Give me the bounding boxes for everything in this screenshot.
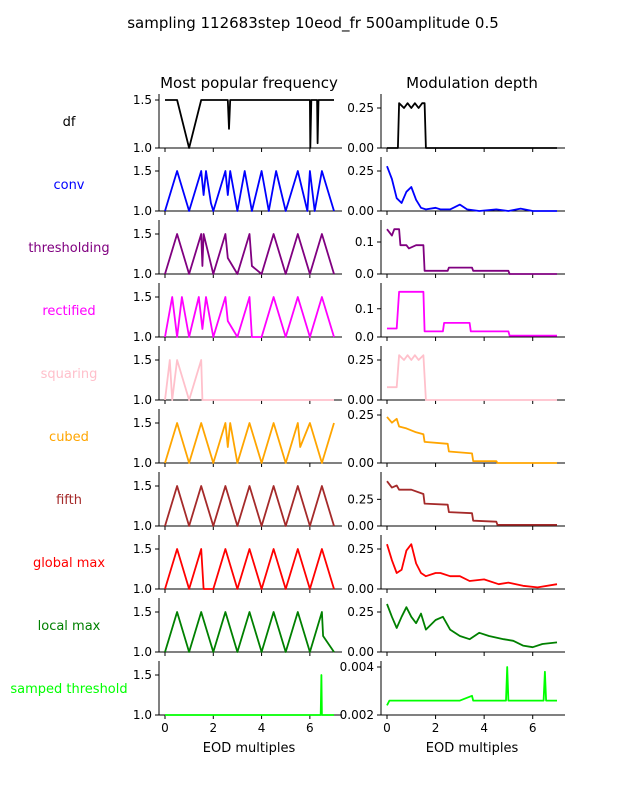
x-tick-label: 6: [306, 721, 314, 735]
right-column-title: Modulation depth: [406, 74, 538, 92]
y-tick-label: 0.25: [347, 353, 374, 367]
series-line: [386, 543, 558, 589]
x-tick-label: 0: [383, 721, 391, 735]
y-tick-label: 0.1: [355, 235, 374, 249]
row-label: conv: [53, 178, 84, 193]
y-tick-label: 0.0: [355, 267, 374, 281]
y-tick-label: 0.002: [340, 708, 374, 722]
series-line: [164, 233, 335, 275]
row-label: thresholding: [28, 241, 109, 256]
y-tick-label: 1.5: [133, 479, 152, 493]
y-tick-label: 1.0: [133, 645, 152, 659]
series-line: [165, 674, 334, 716]
y-tick-label: 0.00: [347, 582, 374, 596]
y-tick-label: 1.0: [133, 519, 152, 533]
series-line: [386, 666, 557, 706]
x-tick-label: 4: [480, 721, 488, 735]
series-line: [386, 603, 558, 649]
y-tick-label: 0.25: [347, 492, 374, 506]
series-line: [386, 416, 557, 464]
series-line: [386, 228, 557, 275]
series-line: [164, 611, 335, 653]
y-tick-label: 0.00: [347, 204, 374, 218]
row-label: rectified: [42, 304, 95, 319]
row-label: samped threshold: [10, 682, 127, 697]
y-tick-label: 0.00: [347, 393, 374, 407]
y-tick-label: 1.5: [133, 416, 152, 430]
y-tick-label: 1.5: [133, 93, 152, 107]
series-line: [386, 480, 557, 526]
y-tick-label: 1.0: [133, 204, 152, 218]
y-tick-label: 1.5: [133, 227, 152, 241]
series-line: [386, 165, 557, 212]
y-tick-label: 1.5: [133, 290, 152, 304]
x-tick-label: 0: [161, 721, 169, 735]
series-line: [164, 296, 335, 338]
row-label: cubed: [49, 430, 89, 445]
y-tick-label: 1.0: [133, 267, 152, 281]
series-line: [165, 99, 334, 149]
series-line: [164, 359, 334, 401]
x-tick-label: 2: [209, 721, 217, 735]
y-tick-label: 1.5: [133, 605, 152, 619]
series-line: [164, 170, 335, 212]
y-tick-label: 1.0: [133, 393, 152, 407]
y-tick-label: 0.25: [347, 408, 374, 422]
series-line: [164, 485, 335, 527]
y-tick-label: 0.25: [347, 542, 374, 556]
y-tick-label: 0.00: [347, 141, 374, 155]
left-column-title: Most popular frequency: [160, 74, 338, 92]
y-tick-label: 0.25: [347, 605, 374, 619]
y-tick-label: 1.0: [133, 330, 152, 344]
left-x-label: EOD multiples: [203, 741, 296, 756]
series-line: [387, 354, 557, 401]
y-tick-label: 0.25: [347, 101, 374, 115]
y-tick-label: 1.0: [133, 708, 152, 722]
y-tick-label: 0.0: [355, 330, 374, 344]
series-line: [164, 422, 335, 464]
y-tick-label: 1.0: [133, 582, 152, 596]
right-x-label: EOD multiples: [426, 741, 519, 756]
y-tick-label: 0.1: [355, 302, 374, 316]
row-label: fifth: [56, 493, 82, 508]
y-tick-label: 1.5: [133, 164, 152, 178]
x-tick-label: 2: [432, 721, 440, 735]
y-tick-label: 0.00: [347, 645, 374, 659]
row-label: global max: [33, 556, 105, 571]
row-label: df: [63, 115, 76, 130]
row-label: local max: [38, 619, 101, 634]
y-tick-label: 1.5: [133, 542, 152, 556]
figure-suptitle: sampling 112683step 10eod_fr 500amplitud…: [127, 14, 499, 33]
x-tick-label: 6: [529, 721, 537, 735]
y-tick-label: 1.0: [133, 141, 152, 155]
y-tick-label: 1.5: [133, 353, 152, 367]
series-line: [387, 102, 557, 149]
y-tick-label: 0.00: [347, 519, 374, 533]
x-tick-label: 4: [258, 721, 266, 735]
y-tick-label: 0.00: [347, 456, 374, 470]
panels: df1.01.50.000.25conv1.01.50.000.25thresh…: [10, 93, 565, 735]
series-line: [387, 290, 557, 337]
y-tick-label: 0.25: [347, 164, 374, 178]
y-tick-label: 0.004: [340, 660, 374, 674]
row-label: squaring: [41, 367, 98, 382]
y-tick-label: 1.0: [133, 456, 152, 470]
y-tick-label: 1.5: [133, 668, 152, 682]
series-line: [164, 548, 335, 590]
